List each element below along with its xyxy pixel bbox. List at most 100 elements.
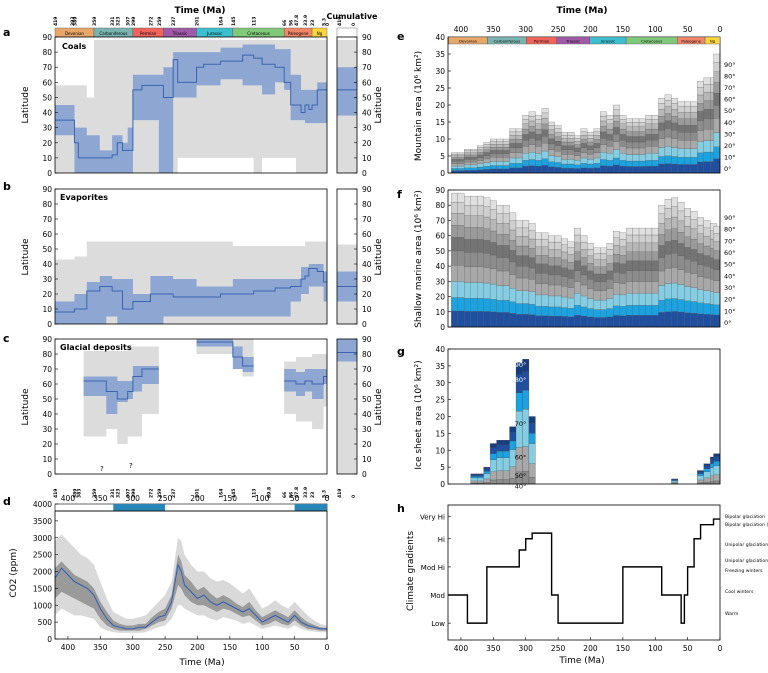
stack-segment [606, 139, 614, 147]
stage-tick-label: 323 [115, 17, 121, 26]
climate-annotation: Unipolar glaciation (extensive) [725, 542, 768, 548]
stack-segment [677, 140, 685, 149]
stack-segment [645, 251, 653, 261]
stack-segment [483, 216, 491, 229]
stack-segment [697, 233, 704, 244]
ice-bar-segment [703, 463, 711, 466]
stack-segment [703, 255, 711, 267]
y-tick-label-right: 60 [362, 78, 372, 87]
stack-segment [574, 251, 581, 261]
panel-g-letter: g [397, 345, 405, 358]
stack-segment [496, 147, 504, 151]
stage-tick-label: 259 [157, 489, 163, 498]
stack-segment [625, 315, 633, 328]
stack-segment [684, 286, 691, 302]
stack-segment [457, 237, 465, 251]
stage-tick-label: 237 [171, 489, 177, 498]
stack-segment [522, 134, 530, 141]
stack-segment [502, 300, 510, 313]
panel-c-letter: c [3, 332, 10, 345]
stack-segment [496, 312, 504, 328]
stack-segment [477, 163, 484, 168]
stack-segment [548, 129, 555, 135]
stack-segment [645, 234, 653, 244]
stack-segment [502, 143, 510, 148]
cumulative-frame [336, 36, 358, 174]
stack-segment [457, 157, 465, 160]
stack-segment [464, 161, 471, 166]
stack-segment [509, 128, 517, 133]
climate-annotation: Freezing winters [725, 568, 763, 574]
stack-segment [580, 143, 588, 148]
stack-segment [713, 250, 721, 260]
stack-segment [567, 287, 575, 299]
y-tick-label-right: 80 [362, 350, 372, 359]
stack-segment [587, 134, 594, 139]
stack-segment [690, 148, 698, 158]
stack-segment [470, 159, 478, 163]
stack-segment [645, 146, 653, 154]
panel-d-letter: d [3, 495, 11, 508]
stack-segment [509, 261, 517, 275]
stack-segment [489, 153, 497, 158]
stack-segment [593, 266, 601, 275]
stack-segment [535, 153, 543, 161]
stack-segment [548, 274, 555, 286]
stack-segment [651, 251, 659, 261]
stack-segment [638, 242, 646, 252]
y-tick-label: 90 [42, 335, 52, 344]
stack-segment [619, 273, 627, 284]
stack-segment [625, 305, 633, 316]
stack-segment [625, 131, 633, 137]
cumulative-tick-label: 0 [351, 23, 357, 26]
y-level-label: Mod Hi [421, 564, 445, 572]
ice-latitude-label: 70° [515, 420, 527, 428]
stack-segment [535, 232, 543, 240]
stack-segment [645, 270, 653, 282]
stack-segment [496, 245, 504, 258]
stack-segment [541, 129, 549, 137]
stack-segment [580, 152, 588, 159]
stack-segment [613, 245, 620, 255]
stack-segment [697, 253, 704, 265]
y-tick-label: 40 [435, 345, 445, 354]
climate-annotation: Warm [725, 611, 739, 617]
stack-segment [535, 263, 543, 274]
y-tick-label-right: 20 [362, 290, 372, 299]
stack-segment [489, 230, 497, 243]
stack-segment [477, 298, 484, 312]
stack-segment [522, 255, 530, 267]
stack-segment [561, 159, 568, 165]
stage-tick-label: 331 [110, 17, 116, 26]
stage-tick-label: 56 [289, 492, 295, 498]
stack-segment [651, 134, 659, 141]
stack-segment [619, 153, 627, 161]
stack-segment [625, 260, 633, 271]
latitude-label: 50° [724, 261, 736, 269]
x-tick-label: 400 [61, 643, 76, 652]
stack-segment [697, 111, 704, 121]
stack-segment [697, 289, 704, 304]
stack-segment [567, 247, 575, 255]
stack-segment [561, 316, 568, 328]
stack-segment [651, 115, 659, 120]
stack-segment [561, 132, 568, 136]
stage-tick-label: 47.8 [294, 15, 300, 26]
stack-segment [593, 128, 601, 133]
stack-segment [515, 303, 523, 315]
median-line [55, 268, 327, 313]
stack-segment [574, 293, 581, 306]
stack-segment [613, 104, 620, 110]
stack-segment [528, 126, 536, 133]
stack-segment [522, 146, 530, 154]
stack-segment [638, 315, 646, 328]
stack-segment [515, 163, 523, 168]
stack-segment [464, 152, 471, 156]
stack-segment [489, 150, 497, 154]
stack-segment [477, 266, 484, 283]
ice-bar-segment [713, 480, 721, 485]
period-strip: Devonian Carboniferous Permian Triassic Jura… [54, 27, 358, 38]
stack-segment [522, 115, 530, 120]
ice-latitude-label: 60° [515, 454, 527, 462]
